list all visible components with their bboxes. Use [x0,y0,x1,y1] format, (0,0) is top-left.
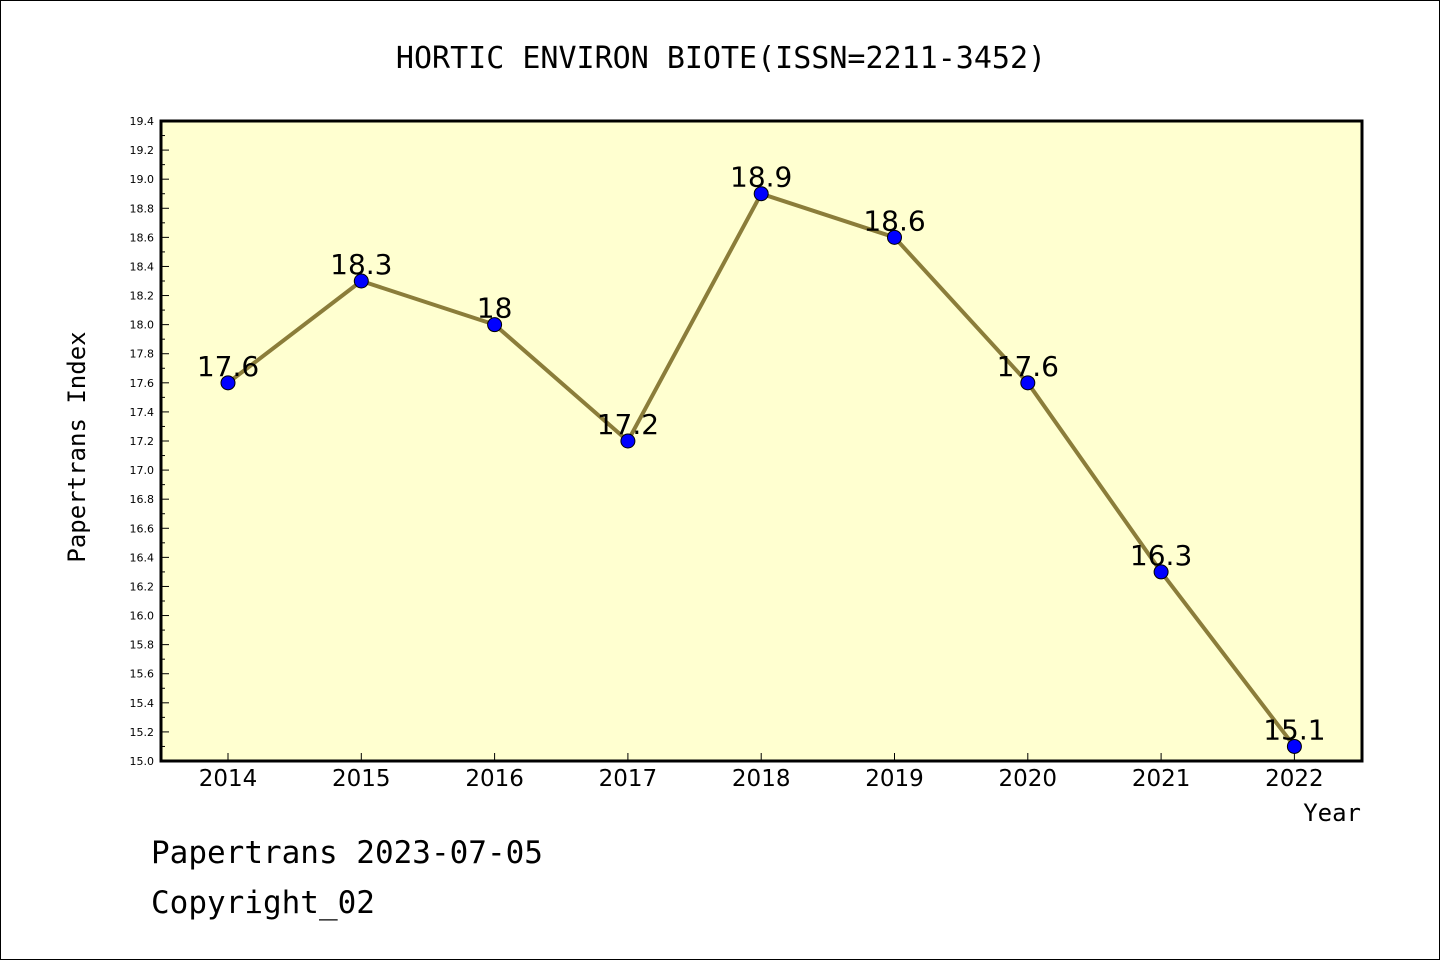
data-point-marker [487,317,503,333]
data-label: 18.6 [863,204,925,237]
y-tick-label: 17.6 [130,377,155,390]
footer-copyright: Copyright_02 [151,885,375,921]
data-point-marker [1286,738,1302,754]
data-label: 17.6 [197,350,259,383]
x-tick-label: 2019 [865,766,924,792]
x-tick-label: 2022 [1265,766,1324,792]
data-label: 18.9 [730,161,792,194]
y-tick-label: 17.8 [130,348,155,361]
data-point-marker [353,273,369,289]
y-tick-label: 15.0 [130,755,155,768]
y-tick-label: 18.8 [130,202,155,215]
x-tick-label: 2015 [332,766,391,792]
y-tick-label: 16.6 [130,522,155,535]
x-axis-label: Year [1303,799,1361,827]
data-label: 18 [477,292,513,325]
chart-title: HORTIC ENVIRON BIOTE(ISSN=2211-3452) [396,41,1046,76]
data-label: 17.6 [997,350,1059,383]
y-tick-label: 19.2 [130,144,155,157]
data-label: 15.1 [1263,713,1325,746]
data-point-marker [220,375,236,391]
series-line-group: 17.6 18.3 18 17.2 18.9 18.6 17.6 16.3 15.1 [197,161,1326,754]
y-tick-label: 19.4 [130,115,155,128]
y-tick-label: 15.8 [130,639,155,652]
data-point-marker [753,186,769,202]
y-tick-label: 17.4 [130,406,155,419]
y-tick-label: 19.0 [130,173,155,186]
y-tick-label: 17.0 [130,464,155,477]
y-tick-label: 15.2 [130,726,155,739]
data-point-marker [887,229,902,245]
x-tick-label: 2014 [199,766,258,792]
data-label: 17.2 [597,408,659,441]
x-tick-label: 2021 [1132,766,1191,792]
data-point-marker [1020,375,1036,391]
footer-date: Papertrans 2023-07-05 [151,835,543,871]
data-label: 16.3 [1130,539,1192,572]
y-tick-label: 16.8 [130,493,155,506]
y-tick-label: 18.0 [130,319,155,332]
y-tick-label: 18.4 [130,260,155,273]
x-tick-label: 2016 [465,766,524,792]
y-tick-label: 15.4 [130,697,155,710]
plot-area [159,119,1364,763]
y-tick-label: 16.2 [130,580,155,593]
data-point-marker [620,433,636,449]
y-axis-label: Papertrans Index [63,331,91,562]
y-tick-label: 16.0 [130,610,155,623]
y-tick-label: 17.2 [130,435,155,448]
x-tick-label: 2020 [999,766,1058,792]
x-tick-label: 2018 [732,766,791,792]
data-label: 18.3 [330,248,392,281]
y-tick-label: 16.4 [130,551,155,564]
y-tick-label: 15.6 [130,668,155,681]
x-tick-label: 2017 [599,766,658,792]
x-axis-ticks: 2014 2015 2016 2017 2018 2019 2020 2021 2022 [199,753,1324,792]
data-point-marker [1153,564,1169,580]
y-tick-label: 18.6 [130,231,155,244]
y-axis-ticks: 15.0 15.2 15.4 15.6 15.8 16.0 16.2 16.4 16.6 16.8… [130,115,169,768]
y-tick-label: 18.2 [130,290,155,303]
